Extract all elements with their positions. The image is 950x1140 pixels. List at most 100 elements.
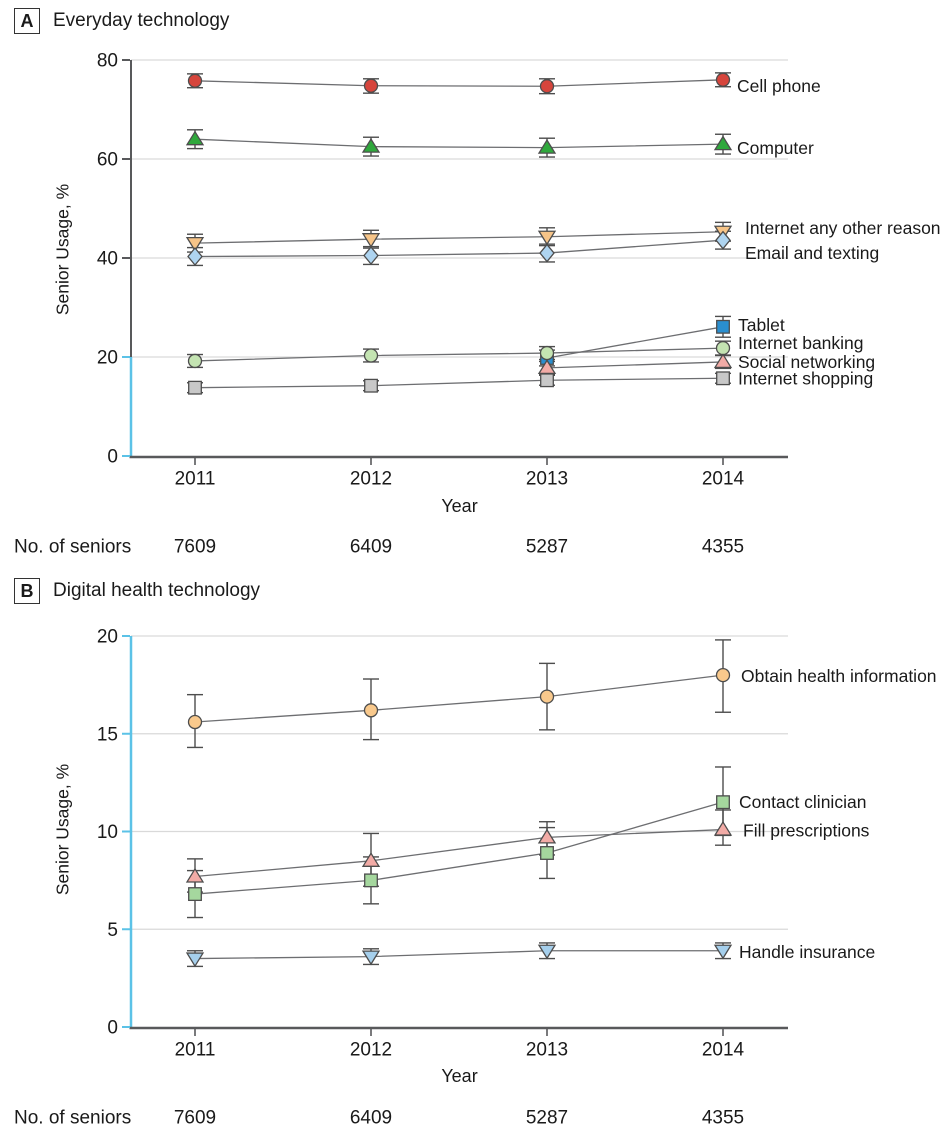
data-point-email-and-texting-2011 (187, 246, 203, 267)
n-of-seniors-label: No. of seniors (14, 1108, 131, 1129)
panel-b-header: B Digital health technology (14, 578, 260, 604)
data-point-internet-any-other-reason-2013 (537, 230, 557, 246)
data-point-contact-clinician-2013 (540, 846, 554, 860)
n-of-seniors-value-2012: 6409 (350, 537, 392, 558)
data-point-computer-2013 (537, 138, 557, 154)
data-point-handle-insurance-2013 (537, 944, 557, 960)
panel-a-plot: 0 20 40 60 80 2011 2012 2013 2014 Year No. of seni… (14, 51, 941, 558)
data-point-internet-banking-2013 (539, 345, 555, 361)
series-line-handle-insurance (194, 950, 723, 960)
data-point-internet-any-other-reason-2012 (361, 233, 381, 248)
series-line-social-networking (546, 361, 724, 369)
data-point-internet-banking-2011 (187, 353, 203, 369)
y-tick-label-10: 10 (97, 822, 118, 843)
data-point-social-networking-2014 (713, 353, 733, 369)
x-tick-label-2014: 2014 (702, 469, 745, 490)
data-point-internet-any-other-reason-2011 (185, 236, 205, 252)
data-point-handle-insurance-2014 (713, 944, 733, 960)
y-tick-label-15: 15 (97, 724, 118, 745)
x-axis-title: Year (441, 496, 477, 516)
n-of-seniors-value-2013: 5287 (526, 537, 568, 558)
data-point-email-and-texting-2014 (715, 230, 731, 250)
y-tick-label-80: 80 (97, 51, 118, 72)
series-line-internet-banking (194, 347, 724, 362)
data-point-fill-prescriptions-2012 (361, 852, 381, 867)
data-point-fill-prescriptions-2013 (537, 828, 557, 844)
y-tick-label-20: 20 (97, 348, 118, 369)
data-point-fill-prescriptions-2014 (713, 820, 733, 836)
x-tick-label-2013: 2013 (526, 469, 568, 490)
n-of-seniors-label: No. of seniors (14, 537, 131, 558)
data-point-internet-banking-2012 (363, 348, 379, 363)
series-line-internet-any-other-reason (194, 231, 724, 244)
y-tick-label-20: 20 (97, 627, 118, 648)
n-of-seniors-value-2014: 4355 (702, 1108, 744, 1129)
panel-b-tag-letter: B (20, 580, 34, 601)
panel-a-tag-letter: A (20, 10, 34, 31)
x-tick-label-2013: 2013 (526, 1040, 568, 1061)
series-line-tablet (546, 326, 724, 359)
n-of-seniors-value-2011: 7609 (174, 537, 216, 558)
series-label-tablet: Tablet (738, 315, 785, 335)
panel-b-tag-box: B (14, 578, 40, 604)
series-label-handle-insurance: Handle insurance (739, 942, 875, 962)
data-point-computer-2012 (361, 137, 381, 153)
data-point-email-and-texting-2013 (539, 243, 555, 263)
series-label-internet-any-other-reason: Internet any other reason (745, 218, 941, 238)
y-tick-label-5: 5 (107, 920, 118, 941)
data-point-computer-2011 (185, 130, 205, 146)
series-label-computer: Computer (737, 138, 814, 158)
x-tick-label-2011: 2011 (175, 469, 216, 490)
y-tick-label-0: 0 (107, 1018, 118, 1039)
series-line-computer (194, 138, 724, 149)
series-line-email-and-texting (194, 239, 724, 258)
series-label-email-and-texting: Email and texting (745, 243, 879, 263)
data-point-handle-insurance-2011 (185, 952, 205, 968)
data-point-contact-clinician-2014 (716, 795, 730, 810)
data-point-fill-prescriptions-2011 (185, 867, 205, 883)
n-of-seniors-value-2012: 6409 (350, 1108, 392, 1129)
data-point-cell-phone-2013 (539, 79, 555, 94)
data-point-internet-shopping-2013 (540, 373, 554, 388)
series-label-internet-shopping: Internet shopping (738, 368, 873, 388)
data-point-handle-insurance-2012 (361, 950, 381, 966)
panel-a-tag-box: A (14, 8, 40, 34)
data-point-contact-clinician-2011 (188, 887, 202, 902)
data-point-internet-shopping-2012 (364, 378, 378, 393)
series-label-fill-prescriptions: Fill prescriptions (743, 821, 870, 841)
data-point-tablet-2014 (716, 319, 730, 334)
data-point-obtain-health-information-2011 (187, 714, 203, 730)
n-of-seniors-value-2011: 7609 (174, 1108, 216, 1129)
series-label-social-networking: Social networking (738, 352, 875, 372)
y-tick-label-60: 60 (97, 150, 118, 171)
data-point-cell-phone-2011 (187, 73, 203, 88)
data-point-internet-shopping-2011 (188, 380, 202, 395)
data-point-obtain-health-information-2014 (715, 667, 731, 683)
y-tick-label-40: 40 (97, 249, 118, 270)
data-point-obtain-health-information-2013 (539, 689, 555, 704)
x-tick-label-2012: 2012 (350, 469, 392, 490)
x-tick-label-2012: 2012 (350, 1040, 392, 1061)
panel-b-plot: 0 5 10 15 20 2011 2012 2013 2014 Year No. of senio… (14, 627, 937, 1129)
data-point-email-and-texting-2012 (363, 246, 379, 266)
n-of-seniors-value-2013: 5287 (526, 1108, 568, 1129)
data-point-internet-banking-2014 (715, 340, 731, 356)
x-axis-title: Year (441, 1066, 477, 1086)
series-line-internet-shopping (194, 377, 724, 389)
series-label-obtain-health-information: Obtain health information (741, 666, 937, 686)
series-label-cell-phone: Cell phone (737, 76, 821, 96)
n-of-seniors-value-2014: 4355 (702, 537, 744, 558)
panel-a-title: Everyday technology (53, 10, 230, 31)
series-line-cell-phone (194, 79, 724, 87)
x-tick-label-2014: 2014 (702, 1040, 745, 1061)
series-label-contact-clinician: Contact clinician (739, 792, 866, 812)
series-line-contact-clinician (194, 801, 724, 895)
series-line-fill-prescriptions (194, 828, 724, 878)
panel-b-title: Digital health technology (53, 580, 261, 601)
data-point-cell-phone-2014 (715, 72, 731, 87)
data-point-cell-phone-2012 (363, 78, 379, 93)
panel-a-header: A Everyday technology (14, 8, 229, 34)
series-line-obtain-health-information (194, 674, 724, 723)
